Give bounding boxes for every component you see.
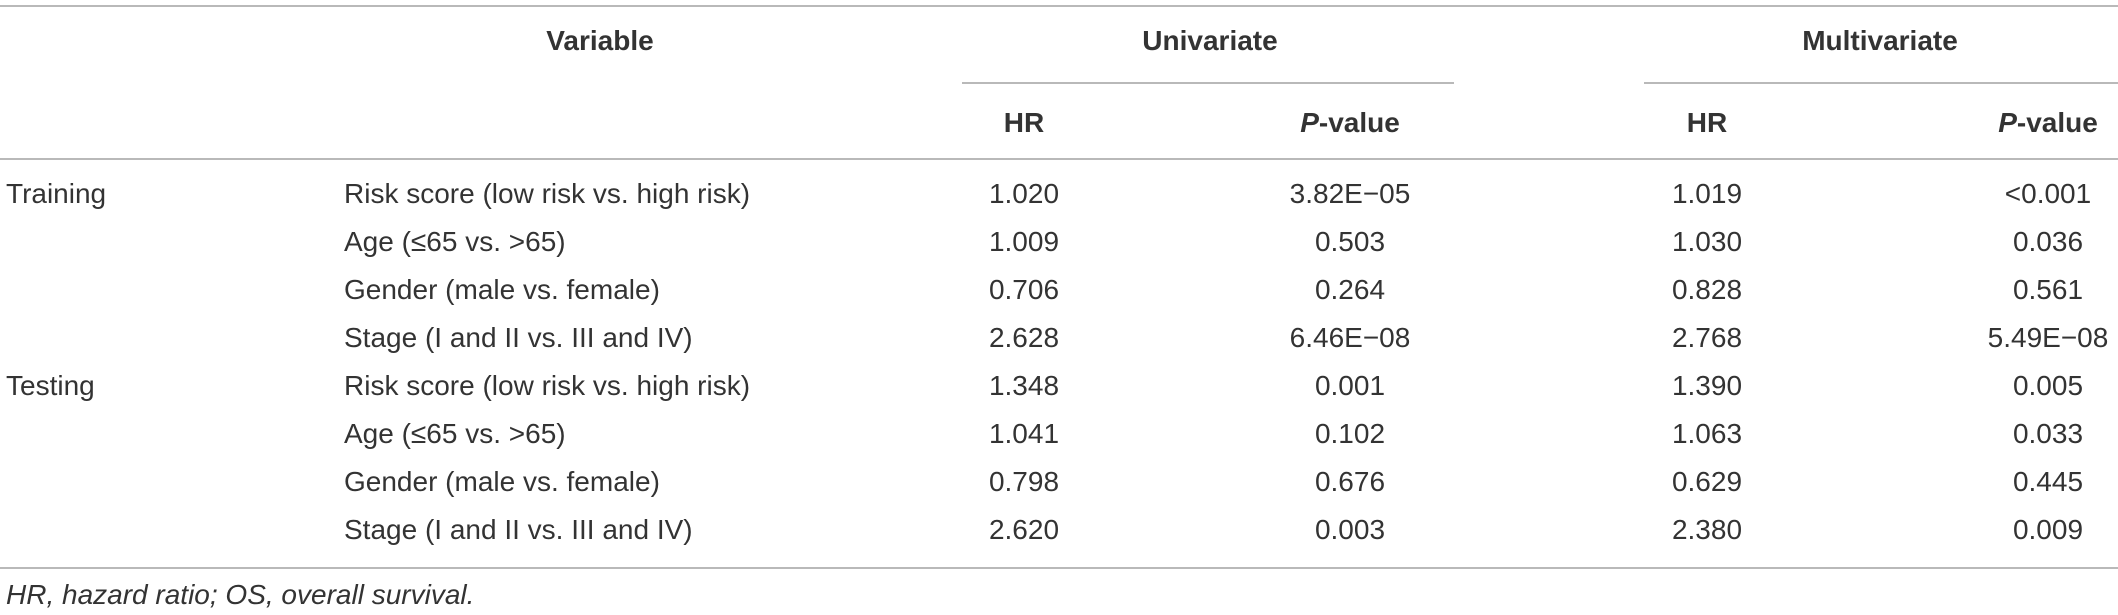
header-uni-p: P-value xyxy=(1250,103,1450,143)
table-row: Gender (male vs. female) 0.798 0.676 0.6… xyxy=(0,458,2118,506)
multi-p-cell: 0.036 xyxy=(2012,226,2084,257)
multi-p-cell: 0.009 xyxy=(2012,514,2084,545)
group-label: Training xyxy=(6,178,107,209)
group-label: Testing xyxy=(6,370,95,401)
multi-hr-cell: 1.390 xyxy=(1671,370,1743,401)
uni-p-cell: 6.46E−08 xyxy=(1289,322,1411,353)
multi-hr-cell: 0.828 xyxy=(1671,274,1743,305)
uni-p-cell: 0.003 xyxy=(1314,514,1386,545)
table-top-rule xyxy=(0,5,2118,7)
p-italic: P xyxy=(1300,107,1319,138)
variable-cell: Stage (I and II vs. III and IV) xyxy=(344,514,693,545)
table-row: Stage (I and II vs. III and IV) 2.628 6.… xyxy=(0,314,2118,362)
header-multi-hr: HR xyxy=(1686,107,1728,138)
multi-p-cell: 0.561 xyxy=(2012,274,2084,305)
multi-hr-cell: 1.019 xyxy=(1671,178,1743,209)
multi-hr-cell: 2.380 xyxy=(1671,514,1743,545)
uni-hr-cell: 2.628 xyxy=(988,322,1060,353)
header-variable: Variable xyxy=(546,25,654,56)
table-row: Testing Risk score (low risk vs. high ri… xyxy=(0,362,2118,410)
variable-cell: Risk score (low risk vs. high risk) xyxy=(344,178,751,209)
header-multi-p: P-value xyxy=(1948,103,2118,143)
variable-cell: Age (≤65 vs. >65) xyxy=(344,226,566,257)
uni-hr-cell: 0.798 xyxy=(988,466,1060,497)
uni-hr-cell: 0.706 xyxy=(988,274,1060,305)
uni-hr-cell: 1.041 xyxy=(988,418,1060,449)
table-bottom-rule xyxy=(0,567,2118,569)
multi-hr-cell: 0.629 xyxy=(1671,466,1743,497)
multi-p-cell: 5.49E−08 xyxy=(1987,322,2109,353)
table-row: Training Risk score (low risk vs. high r… xyxy=(0,170,2118,218)
table-footnote: HR, hazard ratio; OS, overall survival. xyxy=(6,579,475,610)
table-row: Age (≤65 vs. >65) 1.041 0.102 1.063 0.03… xyxy=(0,410,2118,458)
uni-p-cell: 0.264 xyxy=(1314,274,1386,305)
uni-hr-cell: 1.348 xyxy=(988,370,1060,401)
variable-cell: Stage (I and II vs. III and IV) xyxy=(344,322,693,353)
p-italic: P xyxy=(1998,107,2017,138)
p-rest: -value xyxy=(1318,107,1400,138)
p-rest: -value xyxy=(2016,107,2098,138)
variable-cell: Gender (male vs. female) xyxy=(344,274,660,305)
header-multivariate: Multivariate xyxy=(1802,25,1958,56)
multi-p-cell: 0.005 xyxy=(2012,370,2084,401)
variable-cell: Risk score (low risk vs. high risk) xyxy=(344,370,751,401)
uni-p-cell: 0.676 xyxy=(1314,466,1386,497)
table-row: Stage (I and II vs. III and IV) 2.620 0.… xyxy=(0,506,2118,554)
multi-p-cell: 0.445 xyxy=(2012,466,2084,497)
header-bottom-rule xyxy=(0,158,2118,160)
uni-p-cell: 0.001 xyxy=(1314,370,1386,401)
multivariate-spanner-rule xyxy=(1644,82,2118,84)
uni-hr-cell: 2.620 xyxy=(988,514,1060,545)
table-row: Age (≤65 vs. >65) 1.009 0.503 1.030 0.03… xyxy=(0,218,2118,266)
uni-p-cell: 3.82E−05 xyxy=(1289,178,1411,209)
uni-p-cell: 0.102 xyxy=(1314,418,1386,449)
multi-hr-cell: 2.768 xyxy=(1671,322,1743,353)
variable-cell: Age (≤65 vs. >65) xyxy=(344,418,566,449)
multi-p-cell: 0.033 xyxy=(2012,418,2084,449)
uni-p-cell: 0.503 xyxy=(1314,226,1386,257)
header-uni-hr: HR xyxy=(1003,107,1045,138)
univariate-spanner-rule xyxy=(962,82,1454,84)
multi-p-cell: <0.001 xyxy=(2004,178,2092,209)
table-row: Gender (male vs. female) 0.706 0.264 0.8… xyxy=(0,266,2118,314)
variable-cell: Gender (male vs. female) xyxy=(344,466,660,497)
multi-hr-cell: 1.063 xyxy=(1671,418,1743,449)
uni-hr-cell: 1.009 xyxy=(988,226,1060,257)
uni-hr-cell: 1.020 xyxy=(988,178,1060,209)
multi-hr-cell: 1.030 xyxy=(1671,226,1743,257)
header-univariate: Univariate xyxy=(1142,25,1278,56)
